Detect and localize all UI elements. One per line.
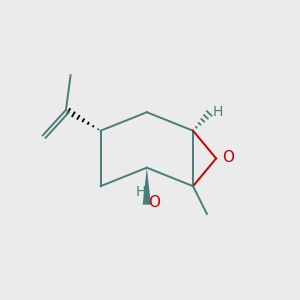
Text: O: O xyxy=(148,195,160,210)
Text: H: H xyxy=(213,105,223,119)
Text: H: H xyxy=(136,185,146,199)
Polygon shape xyxy=(143,168,151,205)
Text: O: O xyxy=(222,150,234,165)
